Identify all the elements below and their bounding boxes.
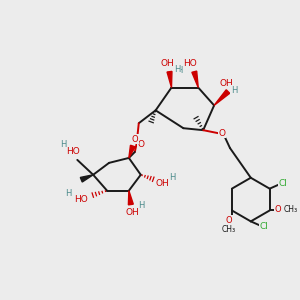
- Polygon shape: [167, 71, 172, 88]
- Text: O: O: [137, 140, 144, 148]
- Text: H: H: [60, 140, 67, 148]
- Text: OH: OH: [160, 59, 174, 68]
- Polygon shape: [129, 145, 135, 158]
- Text: O: O: [218, 129, 226, 138]
- Polygon shape: [80, 175, 93, 182]
- Text: H: H: [169, 173, 176, 182]
- Text: H: H: [139, 201, 145, 210]
- Text: H: H: [231, 86, 237, 95]
- Text: O: O: [226, 216, 232, 225]
- Polygon shape: [214, 90, 230, 105]
- Text: HO: HO: [67, 148, 80, 157]
- Text: OH: OH: [126, 208, 140, 217]
- Polygon shape: [192, 71, 198, 88]
- Text: H: H: [176, 66, 183, 75]
- Text: OH: OH: [156, 179, 170, 188]
- Text: O: O: [274, 205, 281, 214]
- Text: CH₃: CH₃: [222, 225, 236, 234]
- Text: H: H: [65, 189, 72, 198]
- Polygon shape: [128, 190, 133, 205]
- Text: Cl: Cl: [259, 222, 268, 231]
- Text: CH₃: CH₃: [284, 205, 298, 214]
- Text: HO: HO: [74, 195, 88, 204]
- Text: H: H: [174, 65, 181, 74]
- Text: Cl: Cl: [278, 179, 287, 188]
- Text: O: O: [131, 135, 138, 144]
- Text: OH: OH: [219, 79, 233, 88]
- Text: HO: HO: [183, 59, 197, 68]
